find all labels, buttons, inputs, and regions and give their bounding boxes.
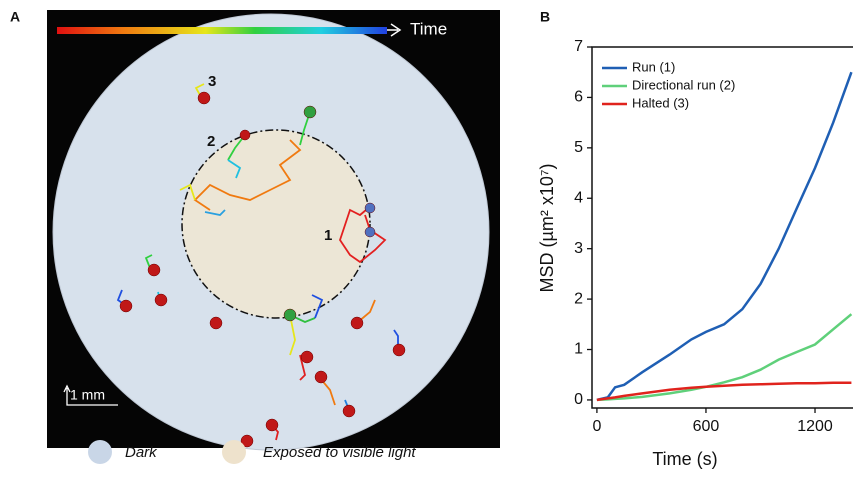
- y-tick-label: 7: [574, 38, 583, 55]
- panel-label: A: [10, 9, 20, 25]
- x-axis-title: Time (s): [652, 449, 717, 469]
- legend-label: Exposed to visible light: [263, 444, 416, 461]
- legend-swatch: [88, 440, 112, 464]
- track-label: 3: [208, 73, 216, 90]
- tracks: [116, 83, 399, 441]
- time-label: Time: [410, 19, 447, 38]
- series-line: [596, 313, 853, 402]
- scale-bar: [63, 384, 118, 406]
- x-tick-label: 0: [592, 418, 601, 435]
- scale-label: 1 mm: [70, 387, 105, 403]
- track-label: 1: [324, 227, 332, 244]
- panel-label: B: [540, 9, 550, 25]
- y-tick-label: 6: [574, 89, 583, 106]
- y-axis-title: MSD (µm² x10⁷): [537, 164, 557, 293]
- y-tick-label: 1: [574, 341, 583, 358]
- y-tick-label: 2: [574, 290, 583, 307]
- y-tick-label: 5: [574, 139, 583, 156]
- time-arrow: [387, 23, 402, 37]
- x-tick-label: 600: [693, 418, 720, 435]
- y-tick-label: 4: [574, 189, 583, 206]
- x-tick-label: 1200: [797, 418, 833, 435]
- legend-swatch: [222, 440, 246, 464]
- axis-frame: [591, 46, 853, 409]
- light-zone: [181, 129, 371, 319]
- panel-a: A: [10, 9, 500, 464]
- legend-label: Directional run (2): [632, 77, 735, 92]
- legend-label: Halted (3): [632, 95, 689, 110]
- y-tick-label: 0: [574, 391, 583, 408]
- time-colorbar: [57, 27, 387, 34]
- start-markers: [119, 91, 406, 448]
- y-tick-label: 3: [574, 240, 583, 257]
- series-line: [596, 71, 853, 402]
- legend-label: Dark: [125, 444, 158, 461]
- legend-label: Run (1): [632, 59, 675, 74]
- series-line: [596, 381, 852, 402]
- track-label: 2: [207, 133, 215, 150]
